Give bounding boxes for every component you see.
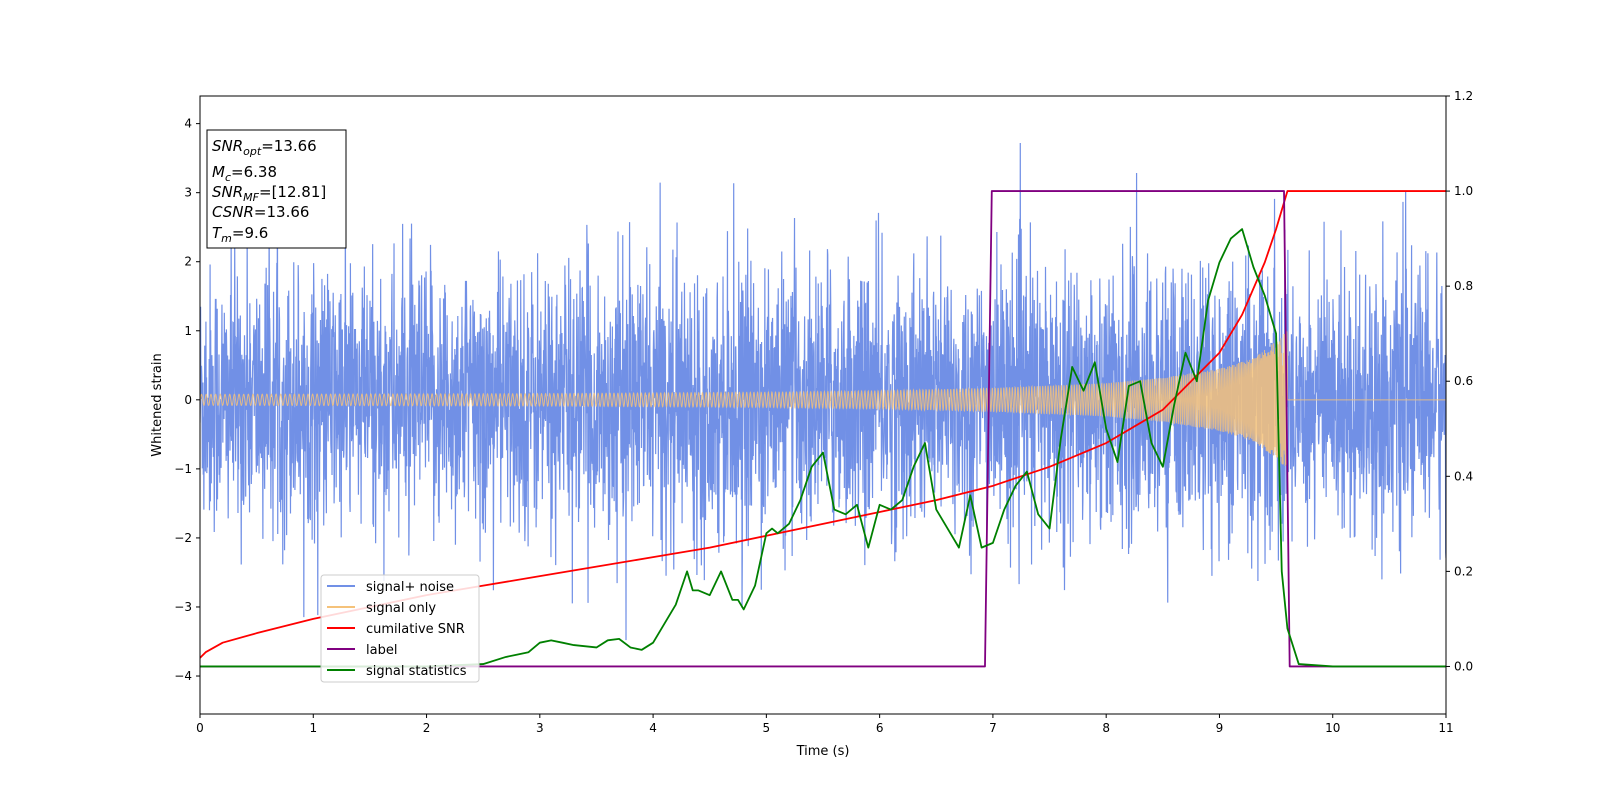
y2-tick-label: 0.8 xyxy=(1454,279,1473,293)
x-tick-label: 2 xyxy=(423,721,431,735)
y-tick-label: 0 xyxy=(184,393,192,407)
y-tick-label: 2 xyxy=(184,255,192,269)
y-tick-label: 1 xyxy=(184,324,192,338)
y2-tick-label: 0.0 xyxy=(1454,659,1473,673)
x-tick-label: 6 xyxy=(876,721,884,735)
legend-item: signal only xyxy=(327,601,436,616)
x-tick-label: 4 xyxy=(649,721,657,735)
y2-tick-label: 0.4 xyxy=(1454,469,1473,483)
series-group-signal xyxy=(200,331,1446,467)
x-axis-label: Time (s) xyxy=(796,744,850,759)
x-tick-label: 3 xyxy=(536,721,544,735)
annotation-line: Mc=6.38 xyxy=(212,163,277,184)
y-tick-label: 3 xyxy=(184,186,192,200)
legend-label: signal statistics xyxy=(366,664,467,679)
x-tick-label: 5 xyxy=(763,721,771,735)
x-tick-label: 9 xyxy=(1216,721,1224,735)
annotation-line: SNRMF=[12.81] xyxy=(212,183,326,204)
x-axis: 0 1 2 3 4 5 6 7 8 9 10 11 xyxy=(196,714,1454,735)
y-tick-label: −2 xyxy=(174,531,192,545)
series-group-label xyxy=(200,190,1446,668)
series-line-signal-statistics xyxy=(200,228,1446,668)
annotation-line: CSNR=13.66 xyxy=(212,203,309,221)
y-tick-label: −1 xyxy=(174,462,192,476)
x-tick-label: 7 xyxy=(989,721,997,735)
y2-tick-label: 0.2 xyxy=(1454,564,1473,578)
series-line-signal-noise xyxy=(200,143,1446,641)
series-group-noise xyxy=(200,143,1446,641)
legend-item: cumilative SNR xyxy=(327,622,465,637)
y-tick-label: 4 xyxy=(184,117,192,131)
y-tick-label: −4 xyxy=(174,669,192,683)
annotation-frame xyxy=(206,129,347,249)
legend-item: signal statistics xyxy=(327,664,467,679)
y-axis-label: Whitened strain xyxy=(150,353,165,456)
x-tick-label: 8 xyxy=(1102,721,1110,735)
x-tick-label: 1 xyxy=(309,721,317,735)
x-tick-label: 10 xyxy=(1325,721,1340,735)
series-group-stats xyxy=(200,228,1446,668)
series-line-label xyxy=(200,190,1446,668)
annotation-line: SNRopt=13.66 xyxy=(212,137,317,158)
y2-tick-label: 0.6 xyxy=(1454,374,1473,388)
legend-label: signal+ noise xyxy=(366,580,454,595)
y-axis-left: −4 −3 −2 −1 0 1 2 3 4 xyxy=(174,117,200,683)
y2-tick-label: 1.2 xyxy=(1454,89,1473,103)
legend-label: cumilative SNR xyxy=(366,622,465,637)
y-tick-label: −3 xyxy=(174,600,192,614)
series-line-signal-only xyxy=(200,331,1446,467)
legend-label: signal only xyxy=(366,601,436,616)
legend-item: label xyxy=(327,643,397,658)
legend: signal+ noise signal only cumilative SNR la… xyxy=(320,574,480,683)
legend-label: label xyxy=(366,643,397,658)
annotation-box: SNRopt=13.66 Mc=6.38SNRMF=[12.81]CSNR=13.… xyxy=(206,129,347,249)
legend-item: signal+ noise xyxy=(327,580,454,595)
y2-tick-label: 1.0 xyxy=(1454,184,1473,198)
x-tick-label: 0 xyxy=(196,721,204,735)
plot-frame xyxy=(199,95,1447,715)
annotation-line: Tm=9.6 xyxy=(212,224,268,245)
legend-frame xyxy=(320,574,480,683)
x-tick-label: 11 xyxy=(1438,721,1453,735)
y-axis-right: 0.0 0.2 0.4 0.6 0.8 1.0 1.2 xyxy=(1446,89,1473,673)
